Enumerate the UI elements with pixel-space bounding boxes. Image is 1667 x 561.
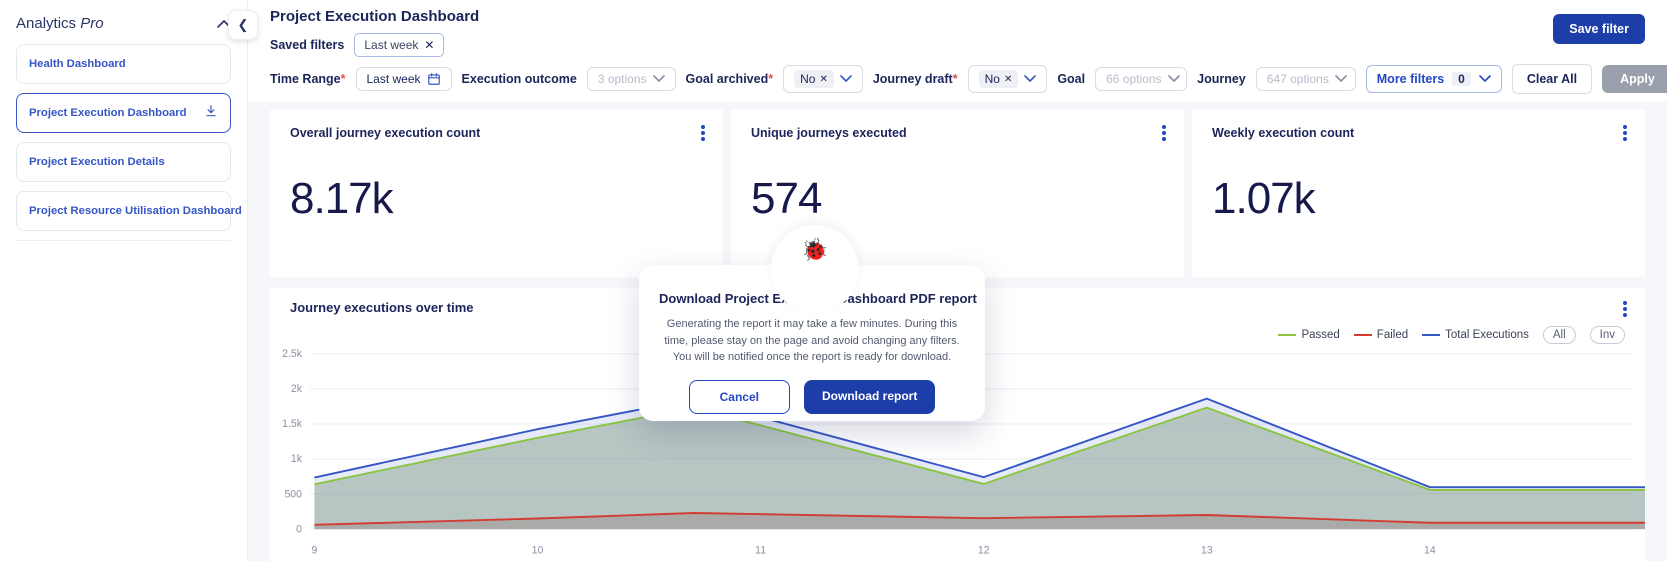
svg-text:1.5k: 1.5k: [282, 418, 302, 430]
svg-text:2k: 2k: [291, 383, 303, 395]
svg-text:500: 500: [284, 488, 302, 500]
svg-text:2.5k: 2.5k: [282, 348, 302, 360]
svg-text:12: 12: [978, 544, 990, 556]
svg-text:10: 10: [532, 544, 544, 556]
svg-text:9: 9: [311, 544, 317, 556]
svg-text:1k: 1k: [291, 453, 303, 465]
svg-text:0: 0: [296, 523, 302, 535]
svg-text:13: 13: [1201, 544, 1213, 556]
svg-text:14: 14: [1424, 544, 1436, 556]
svg-text:11: 11: [755, 544, 766, 556]
